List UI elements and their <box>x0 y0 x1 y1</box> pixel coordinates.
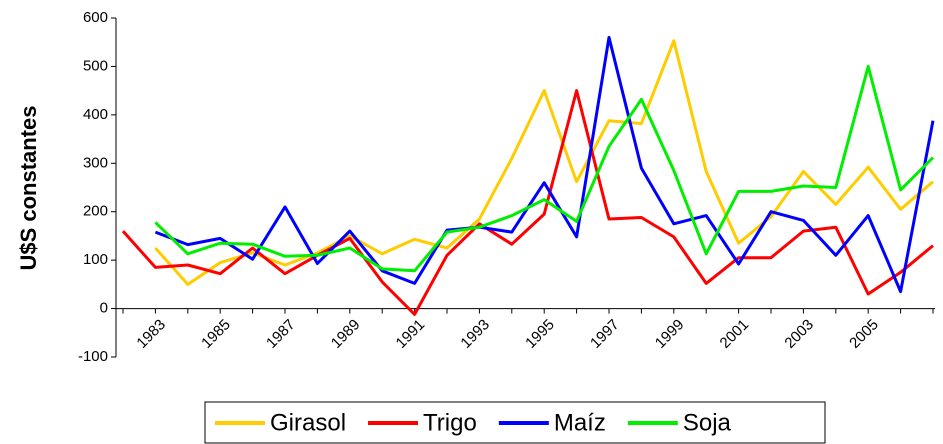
series-line <box>154 64 935 273</box>
x-tick-label: 1997 <box>587 316 623 352</box>
x-tick-label: 1993 <box>457 316 493 352</box>
x-tick-label: 2005 <box>846 316 882 352</box>
y-axis-label: U$S constantes <box>16 105 41 270</box>
y-tick-label: 300 <box>83 154 108 171</box>
x-tick-label: 1983 <box>133 316 169 352</box>
y-tick-label: 100 <box>83 251 108 268</box>
x-tick-label: 1989 <box>328 316 364 352</box>
legend-label: Soja <box>683 409 732 436</box>
legend-label: Girasol <box>270 409 346 436</box>
x-tick-label: 1987 <box>263 316 299 352</box>
x-tick-label: 1995 <box>522 316 558 352</box>
y-tick-label: -100 <box>78 348 108 365</box>
x-tick-label: 1985 <box>198 316 234 352</box>
x-tick-label: 1999 <box>652 316 688 352</box>
y-tick-label: 0 <box>100 300 108 317</box>
series-line <box>154 39 934 286</box>
legend-box <box>204 401 826 444</box>
y-tick-label: 400 <box>83 106 108 123</box>
legend-label: Maíz <box>554 409 606 436</box>
x-tick-label: 2003 <box>781 316 817 352</box>
x-tick-label: 2001 <box>717 316 753 352</box>
x-tick-label: 1991 <box>393 316 429 352</box>
series-line <box>154 35 935 294</box>
y-tick-label: 500 <box>83 57 108 74</box>
legend-label: Trigo <box>423 409 477 436</box>
y-tick-label: 600 <box>83 9 108 26</box>
y-tick-label: 200 <box>83 203 108 220</box>
